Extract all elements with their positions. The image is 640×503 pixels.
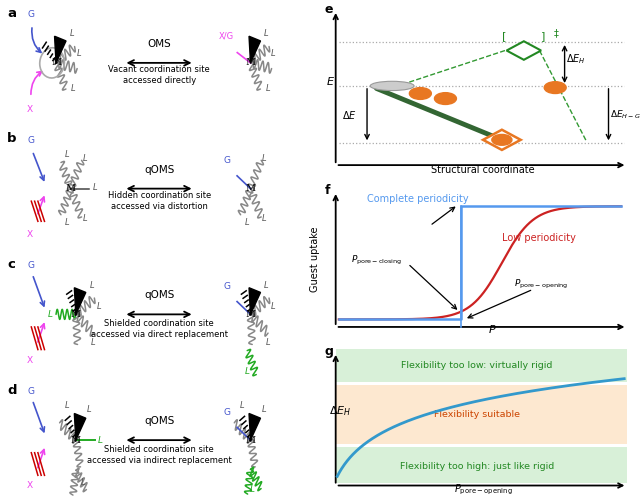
Text: X: X xyxy=(27,356,33,365)
Text: OMS: OMS xyxy=(147,39,171,49)
Text: L: L xyxy=(271,302,276,311)
Text: M: M xyxy=(245,310,255,319)
Text: L: L xyxy=(240,401,244,410)
Text: G: G xyxy=(223,408,230,417)
Text: $P_{\mathrm{pore-opening}}$: $P_{\mathrm{pore-opening}}$ xyxy=(515,278,569,291)
Text: X: X xyxy=(27,105,33,114)
Text: Guest uptake: Guest uptake xyxy=(310,226,320,292)
Text: L: L xyxy=(244,367,250,376)
Text: M: M xyxy=(245,436,255,445)
Text: L: L xyxy=(65,218,70,227)
Text: M: M xyxy=(66,184,76,193)
Text: L: L xyxy=(83,154,87,163)
Text: $P_{\mathrm{pore-closing}}$: $P_{\mathrm{pore-closing}}$ xyxy=(351,254,403,267)
Text: M: M xyxy=(51,58,61,67)
Polygon shape xyxy=(483,130,521,150)
Text: M: M xyxy=(71,436,81,445)
Circle shape xyxy=(435,93,456,105)
Text: G: G xyxy=(223,156,230,165)
Text: G: G xyxy=(28,387,35,396)
Text: L: L xyxy=(47,310,52,319)
Text: ]: ] xyxy=(541,31,545,41)
Text: Hidden coordination site
accessed via distortion: Hidden coordination site accessed via di… xyxy=(108,191,211,211)
Text: G: G xyxy=(28,10,35,19)
Text: L: L xyxy=(97,302,101,311)
Text: L: L xyxy=(266,338,270,347)
Text: M: M xyxy=(71,310,81,319)
Text: G: G xyxy=(28,261,35,270)
Text: e: e xyxy=(324,4,333,17)
Text: L: L xyxy=(92,183,97,192)
Polygon shape xyxy=(54,36,66,63)
Text: b: b xyxy=(7,132,17,145)
Text: Low periodicity: Low periodicity xyxy=(502,233,576,243)
Text: L: L xyxy=(264,29,269,38)
Text: $\Delta E$: $\Delta E$ xyxy=(342,109,356,121)
Text: $\Delta E_H$: $\Delta E_H$ xyxy=(330,404,351,418)
Polygon shape xyxy=(74,413,86,440)
Text: $P$: $P$ xyxy=(488,323,497,335)
Text: $E$: $E$ xyxy=(326,75,335,87)
Polygon shape xyxy=(249,413,260,440)
Text: a: a xyxy=(7,7,16,20)
Polygon shape xyxy=(507,41,541,60)
Text: L: L xyxy=(264,281,269,290)
Text: Flexibility too high: just like rigid: Flexibility too high: just like rigid xyxy=(399,462,554,471)
Text: Flexibility suitable: Flexibility suitable xyxy=(434,410,520,419)
FancyBboxPatch shape xyxy=(336,385,627,444)
Text: Structural coordinate: Structural coordinate xyxy=(431,164,535,175)
Text: [: [ xyxy=(502,31,506,41)
Text: $\Delta E_{H-G}$: $\Delta E_{H-G}$ xyxy=(610,108,640,121)
Text: L: L xyxy=(81,478,85,487)
Text: qOMS: qOMS xyxy=(144,290,174,300)
Text: G: G xyxy=(223,282,230,291)
Text: L: L xyxy=(70,29,74,38)
Polygon shape xyxy=(74,288,86,314)
Text: Shielded coordination site
accessed via indirect replacement: Shielded coordination site accessed via … xyxy=(87,445,232,465)
Text: Vacant coordination site
accessed directly: Vacant coordination site accessed direct… xyxy=(108,65,210,85)
FancyBboxPatch shape xyxy=(336,447,627,482)
Text: M: M xyxy=(245,58,255,67)
Text: qOMS: qOMS xyxy=(144,416,174,426)
Text: L: L xyxy=(83,214,87,223)
Text: L: L xyxy=(90,281,94,290)
Text: X: X xyxy=(27,481,33,490)
Text: qOMS: qOMS xyxy=(144,164,174,175)
Text: L: L xyxy=(271,49,276,58)
Text: ‡: ‡ xyxy=(554,28,559,38)
Text: g: g xyxy=(324,345,333,358)
Text: G: G xyxy=(28,136,35,145)
Text: Flexibility too low: virtually rigid: Flexibility too low: virtually rigid xyxy=(401,361,552,370)
Circle shape xyxy=(410,88,431,100)
Text: X/G: X/G xyxy=(220,32,234,41)
Text: L: L xyxy=(266,83,270,93)
Ellipse shape xyxy=(370,81,414,91)
Circle shape xyxy=(492,134,512,145)
Polygon shape xyxy=(249,288,260,314)
Text: L: L xyxy=(245,218,250,227)
Text: f: f xyxy=(324,184,330,197)
Text: c: c xyxy=(7,258,15,271)
Text: L: L xyxy=(98,436,103,445)
Text: L: L xyxy=(86,405,92,414)
Text: L: L xyxy=(91,338,95,347)
Text: L: L xyxy=(65,401,70,410)
Text: $P_{\mathrm{pore-opening}}$: $P_{\mathrm{pore-opening}}$ xyxy=(454,482,513,496)
Text: d: d xyxy=(7,384,17,397)
Text: L: L xyxy=(71,83,76,93)
Text: Shielded coordination site
accessed via direct replacement: Shielded coordination site accessed via … xyxy=(91,319,228,339)
FancyBboxPatch shape xyxy=(336,349,627,382)
Text: M: M xyxy=(245,184,255,193)
Text: $\Delta E_H$: $\Delta E_H$ xyxy=(566,52,586,66)
Text: L: L xyxy=(261,405,266,414)
Circle shape xyxy=(544,81,566,94)
Text: L: L xyxy=(65,150,70,159)
Polygon shape xyxy=(249,36,260,63)
Text: L: L xyxy=(250,485,255,494)
Text: X: X xyxy=(27,230,33,239)
Text: L: L xyxy=(77,49,81,58)
Text: Complete periodicity: Complete periodicity xyxy=(367,194,468,204)
Text: L: L xyxy=(262,154,267,163)
Text: L: L xyxy=(262,214,267,223)
